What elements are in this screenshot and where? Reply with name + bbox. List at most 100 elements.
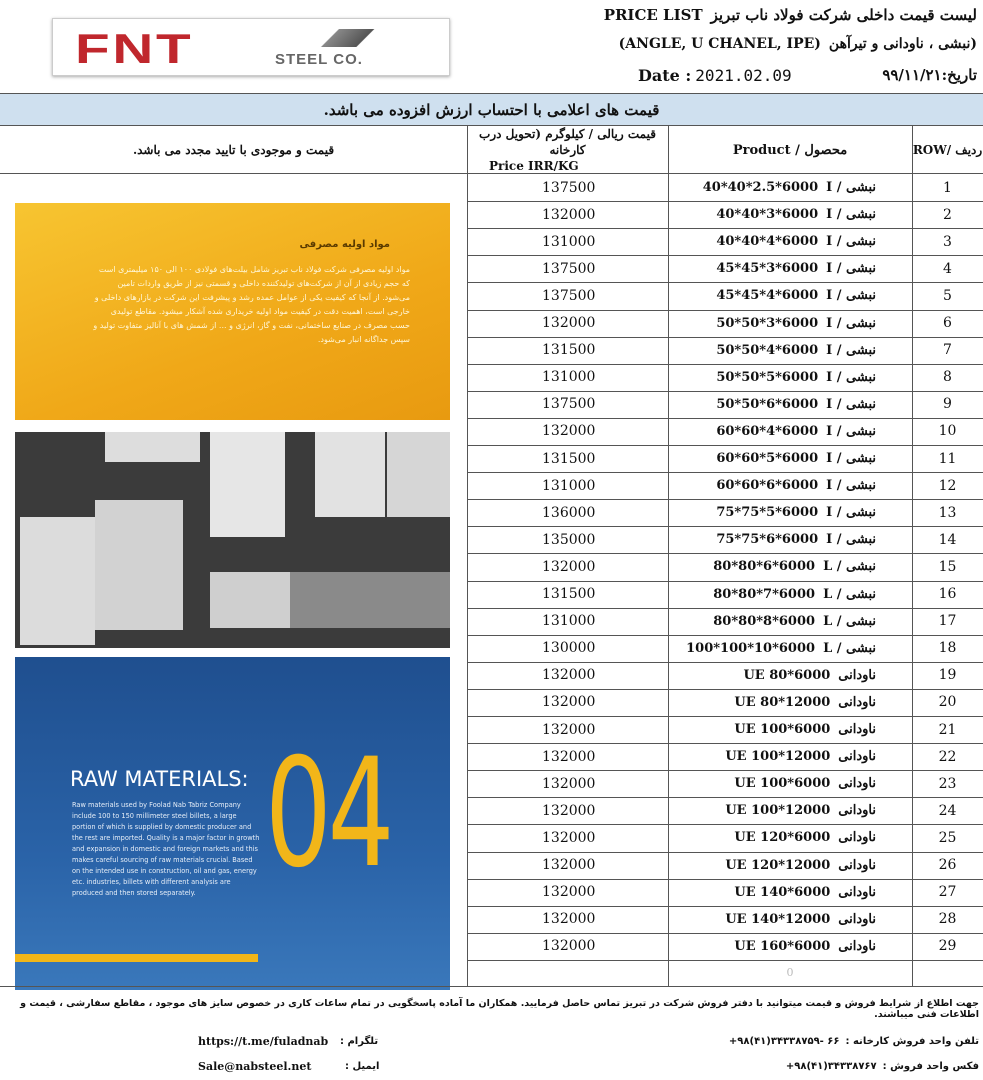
row-number: 3: [943, 233, 952, 250]
product-size: 80*80*8*6000: [713, 613, 816, 629]
row-number: 5: [943, 287, 952, 304]
row-number: 4: [943, 260, 952, 277]
price: 132000: [542, 721, 596, 738]
email-value: Sale@nabsteel.net: [198, 1060, 312, 1073]
product-size: 80*80*7*6000: [713, 586, 816, 602]
product: نبشی / I 40*40*3*6000: [668, 201, 912, 228]
row-number: 29: [938, 938, 957, 955]
email-label: ایمیل :: [345, 1061, 380, 1072]
product-type: ناودانی: [838, 776, 876, 792]
fax-value: +۹۸(۴۱)۳۴۳۳۸۷۶۷: [785, 1061, 877, 1072]
product-size: 60*60*6*6000: [716, 478, 819, 494]
product-size: UE 80*6000: [743, 667, 831, 683]
date-fa: تاریخ:۹۹/۱۱/۲۱: [882, 66, 977, 84]
row-rule: [467, 526, 983, 528]
product-type: نبشی / L: [823, 586, 876, 602]
price: 132000: [542, 911, 596, 928]
product-size: 50*50*6*6000: [716, 396, 819, 412]
title-en: PRICE LIST: [603, 6, 703, 24]
row-number: 25: [938, 829, 957, 846]
row-number: 21: [938, 721, 957, 738]
price: 137500: [542, 396, 596, 413]
header-price-fa: قیمت ریالی / کیلوگرم (تحویل درب کارخانه: [479, 127, 656, 157]
col-rule: [668, 126, 669, 986]
product-type: نبشی / I: [826, 180, 876, 196]
footer-note: جهت اطلاع از شرایط فروش و قیمت میتوانید …: [20, 998, 979, 1020]
product-size: 50*50*3*6000: [716, 315, 819, 331]
row-rule: [467, 390, 983, 392]
date: Date : 2021.02.09: [638, 66, 792, 85]
product-type: ناودانی: [838, 884, 876, 900]
phone: تلفن واحد فروش کارخانه : +۹۸(۴۱)۳۴۳۳۸۷۵۹…: [729, 1036, 979, 1047]
product-type: نبشی / L: [823, 613, 876, 629]
row-rule: [467, 472, 983, 474]
product-size: 100*100*10*6000: [686, 640, 816, 656]
price: 132000: [542, 315, 596, 332]
product: نبشی / I 50*50*3*6000: [668, 310, 912, 337]
col-rule: [912, 126, 913, 986]
price: 131000: [542, 233, 596, 250]
product-size: UE 100*12000: [725, 803, 831, 819]
row-rule: [467, 255, 983, 257]
panel-heading-en: RAW MATERIALS:: [70, 767, 249, 791]
product-type: ناودانی: [838, 722, 876, 738]
product: ناودانی UE 80*6000: [668, 662, 912, 689]
price: 135000: [542, 531, 596, 548]
product: نبشی / I 60*60*5*6000: [668, 445, 912, 472]
title-fa: لیست قیمت داخلی شرکت فولاد ناب تبریز: [710, 6, 977, 24]
product: نبشی / I 50*50*4*6000: [668, 337, 912, 364]
row-rule: [467, 932, 983, 934]
price: 132000: [542, 884, 596, 901]
row-rule: [467, 309, 983, 311]
row-number: 22: [938, 748, 957, 765]
price: 132000: [542, 206, 596, 223]
product-size: UE 140*6000: [734, 884, 831, 900]
yellow-panel: مواد اولیه مصرفی مواد اولیه مصرفی شرکت ف…: [15, 203, 450, 420]
row-rule: [467, 336, 983, 338]
product-size: 45*45*3*6000: [716, 261, 819, 277]
product: نبشی / L 100*100*10*6000: [668, 635, 912, 662]
product-type: ناودانی: [838, 803, 876, 819]
header-rule: [0, 173, 983, 174]
row-number: 7: [943, 342, 952, 359]
row-rule: [467, 499, 983, 501]
price: 132000: [542, 775, 596, 792]
product-size: 45*45*4*6000: [716, 288, 819, 304]
row-number: 28: [938, 911, 957, 928]
logo-box: FNT STEEL CO.: [52, 18, 450, 76]
phone-value: +۹۸(۴۱)۳۴۳۳۸۷۵۹- ۶۶: [728, 1036, 840, 1047]
subtitle: (نبشی ، ناودانی و تیرآهن (ANGLE, U CHANE…: [619, 36, 977, 52]
row-number: 14: [938, 531, 957, 548]
row-rule: [467, 661, 983, 663]
row-number: 17: [938, 613, 957, 630]
empty-cell: 0: [786, 966, 794, 979]
product-type: نبشی / L: [823, 640, 876, 656]
row-rule: [467, 716, 983, 717]
price: 132000: [542, 802, 596, 819]
price: 131500: [542, 586, 596, 603]
row-number: 23: [938, 775, 957, 792]
product-type: ناودانی: [838, 667, 876, 683]
subtitle-en: (ANGLE, U CHANEL, IPE): [618, 36, 821, 52]
logo-sub: STEEL CO.: [275, 51, 363, 68]
price: 131000: [542, 369, 596, 386]
price: 132000: [542, 857, 596, 874]
header-price-en: Price IRR/KG: [489, 159, 579, 173]
product-size: 40*40*4*6000: [716, 234, 819, 250]
row-number: 11: [938, 450, 957, 467]
billets-photo: [15, 432, 450, 648]
product-type: نبشی / I: [826, 369, 876, 385]
fax-label: فکس واحد فروش :: [882, 1061, 979, 1072]
row-rule: [467, 824, 983, 826]
col-rule: [467, 126, 468, 986]
price: 131000: [542, 613, 596, 630]
row-number: 8: [943, 369, 952, 386]
product: ناودانی UE 100*12000: [668, 743, 912, 770]
product: ناودانی UE 140*12000: [668, 906, 912, 933]
product-size: 50*50*4*6000: [716, 342, 819, 358]
price: 132000: [542, 748, 596, 765]
footer-rule: [0, 986, 983, 987]
telegram-label: تلگرام :: [340, 1036, 379, 1047]
row-rule: [467, 797, 983, 799]
